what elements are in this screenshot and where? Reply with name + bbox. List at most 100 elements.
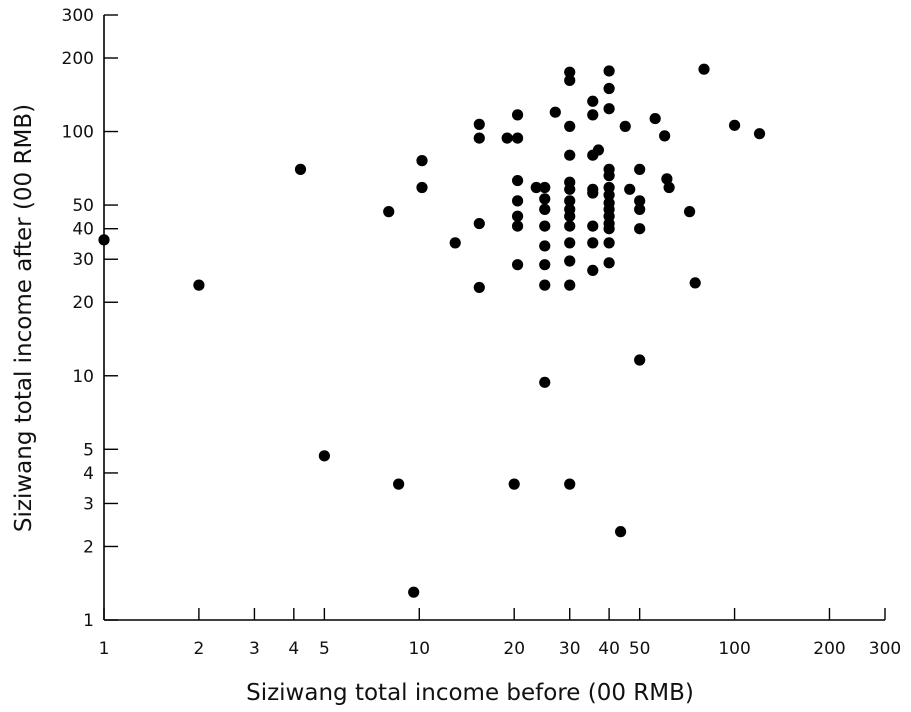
scatter-point xyxy=(473,132,485,144)
y-tick-label: 20 xyxy=(72,293,94,313)
scatter-point xyxy=(619,120,631,132)
x-tick-label: 4 xyxy=(288,639,299,659)
scatter-point xyxy=(511,210,524,222)
scatter-point xyxy=(416,155,428,167)
scatter-point xyxy=(539,240,551,252)
scatter-point xyxy=(683,206,696,218)
scatter-point xyxy=(587,187,599,199)
y-tick-label: 30 xyxy=(72,250,94,270)
scatter-point xyxy=(564,66,576,78)
x-tick-label: 100 xyxy=(718,639,750,659)
scatter-point xyxy=(564,220,576,232)
scatter-point xyxy=(592,144,605,156)
scatter-point xyxy=(603,189,615,201)
x-tick-label: 300 xyxy=(869,639,901,659)
y-tick-label: 50 xyxy=(72,196,94,216)
x-tick-label: 30 xyxy=(559,639,581,659)
scatter-point xyxy=(539,193,551,205)
scatter-point xyxy=(539,181,551,194)
scatter-point xyxy=(511,259,524,271)
scatter-point xyxy=(98,234,110,246)
scatter-point xyxy=(634,203,646,215)
scatter-point xyxy=(663,181,675,194)
scatter-point xyxy=(587,264,599,277)
scatter-point xyxy=(511,109,524,121)
x-tick-label: 50 xyxy=(629,639,651,659)
scatter-point xyxy=(603,237,615,249)
scatter-point xyxy=(511,220,524,232)
scatter-point xyxy=(603,257,615,269)
scatter-point xyxy=(564,120,576,132)
y-tick-label: 2 xyxy=(83,537,94,557)
scatter-point xyxy=(603,65,615,77)
scatter-point xyxy=(508,478,520,490)
scatter-point xyxy=(689,277,701,289)
data-points xyxy=(98,63,766,598)
x-tick-label: 200 xyxy=(813,639,845,659)
y-tick-label: 10 xyxy=(72,367,94,387)
y-tick-label: 5 xyxy=(83,440,94,460)
scatter-point xyxy=(587,220,599,232)
scatter-point xyxy=(393,478,405,490)
scatter-point xyxy=(530,181,542,194)
scatter-point xyxy=(634,195,646,207)
scatter-point xyxy=(728,119,741,131)
scatter-point xyxy=(511,195,524,207)
scatter-point xyxy=(603,103,615,115)
scatter-point xyxy=(564,183,576,195)
scatter-point xyxy=(473,118,485,130)
scatter-point xyxy=(318,450,330,462)
y-tick-label: 40 xyxy=(72,220,94,240)
scatter-point xyxy=(511,174,524,187)
scatter-point xyxy=(564,74,576,86)
y-tick-label: 200 xyxy=(62,49,94,69)
scatter-point xyxy=(564,210,576,222)
scatter-point xyxy=(549,106,561,118)
scatter-point xyxy=(383,206,395,218)
y-tick-label: 3 xyxy=(83,494,94,514)
x-tick-label: 5 xyxy=(319,639,330,659)
scatter-point xyxy=(539,203,551,215)
x-tick-label: 3 xyxy=(249,639,260,659)
axes xyxy=(103,15,885,621)
scatter-point xyxy=(603,223,615,235)
x-tick-label: 40 xyxy=(598,639,620,659)
scatter-point xyxy=(587,95,599,107)
scatter-point xyxy=(473,217,485,230)
scatter-point xyxy=(473,281,485,294)
scatter-point xyxy=(603,170,615,182)
scatter-point xyxy=(614,526,627,538)
scatter-point xyxy=(649,112,661,125)
y-tick-label: 4 xyxy=(83,464,94,484)
scatter-point xyxy=(416,181,428,194)
scatter-point xyxy=(564,237,576,249)
scatter-point xyxy=(408,586,420,598)
scatter-point xyxy=(564,478,576,490)
scatter-point xyxy=(564,195,576,207)
scatter-point xyxy=(753,128,766,140)
y-tick-label: 1 xyxy=(83,611,94,631)
scatter-point xyxy=(659,130,671,142)
scatter-point xyxy=(294,163,307,175)
scatter-point xyxy=(511,132,524,144)
scatter-point xyxy=(587,109,599,121)
scatter-point xyxy=(193,279,205,291)
scatter-point xyxy=(634,223,646,235)
scatter-point xyxy=(634,163,646,175)
scatter-point xyxy=(539,376,551,388)
scatter-point xyxy=(539,279,551,291)
y-tick-label: 100 xyxy=(62,123,94,143)
scatter-point xyxy=(564,149,576,161)
scatter-point xyxy=(587,237,599,249)
scatter-point xyxy=(449,237,461,249)
scatter-point xyxy=(634,354,646,366)
scatter-point xyxy=(661,173,673,185)
scatter-point xyxy=(564,255,576,267)
scatter-point xyxy=(603,82,615,95)
scatter-point xyxy=(501,132,513,144)
x-axis-ticks: 1 2 3 4 5 10 20 30 40 50 100 200 300 xyxy=(99,608,901,659)
scatter-point xyxy=(698,63,710,75)
scatter-point xyxy=(539,259,551,271)
y-tick-label: 300 xyxy=(62,6,94,26)
